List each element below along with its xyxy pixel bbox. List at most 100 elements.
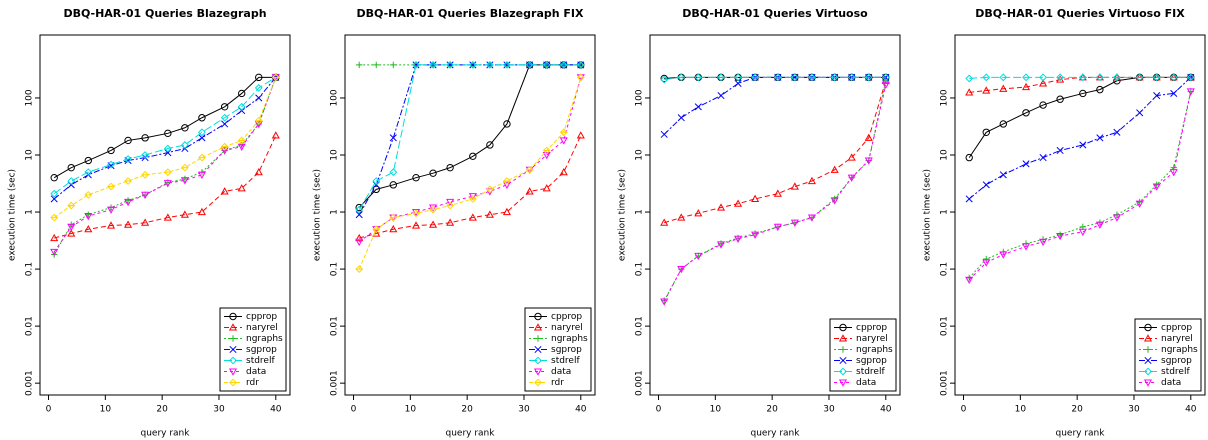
marker [181, 124, 189, 132]
marker [576, 131, 585, 139]
legend-marker [229, 356, 237, 365]
y-tick-label: 0.001 [330, 370, 340, 396]
legend-label: ngraphs [551, 334, 588, 344]
marker [429, 169, 437, 177]
marker [389, 168, 398, 177]
marker [1079, 141, 1087, 149]
marker [429, 220, 438, 228]
legend-label: sgprop [856, 356, 887, 366]
marker [237, 184, 246, 192]
y-tick-label: 0.01 [635, 316, 645, 336]
marker [429, 205, 437, 214]
series-line [53, 76, 277, 195]
marker [864, 73, 873, 82]
marker [983, 255, 990, 263]
legend-marker [229, 345, 237, 354]
legend-label: cpprop [856, 323, 887, 333]
marker [355, 238, 364, 247]
marker [790, 219, 799, 227]
legend-marker [534, 335, 542, 342]
legend-label: cpprop [1161, 323, 1192, 333]
marker [502, 207, 511, 216]
marker [84, 213, 93, 221]
marker [1186, 73, 1195, 82]
marker [1039, 79, 1048, 87]
marker [808, 73, 816, 82]
series-line [53, 76, 276, 179]
marker [734, 79, 742, 87]
marker [773, 189, 782, 197]
y-axis-label: execution time (sec) [618, 169, 628, 261]
marker [485, 210, 494, 218]
marker [502, 181, 511, 190]
marker [1113, 73, 1121, 82]
marker [847, 174, 856, 182]
marker [1039, 73, 1047, 82]
marker [864, 133, 873, 141]
marker [982, 86, 991, 94]
marker [677, 213, 686, 221]
y-tick-label: 1 [330, 209, 340, 215]
y-tick-label: 0.001 [25, 370, 35, 396]
marker [999, 84, 1008, 92]
marker [67, 201, 76, 210]
marker [141, 170, 150, 179]
marker [1136, 109, 1144, 117]
marker [373, 61, 380, 69]
series-line [664, 80, 887, 224]
marker [180, 210, 189, 218]
marker [180, 141, 189, 149]
y-axis-label: execution time (sec) [923, 169, 933, 261]
marker [1187, 73, 1195, 81]
marker [163, 168, 172, 177]
marker [372, 185, 380, 194]
series-line [664, 76, 886, 81]
marker [107, 160, 115, 169]
marker [1022, 109, 1030, 117]
legend-label: sgprop [1161, 356, 1192, 366]
marker [429, 60, 437, 69]
marker [237, 136, 246, 145]
legend-marker [534, 356, 542, 365]
marker [1095, 73, 1104, 82]
marker [864, 157, 873, 165]
marker [1056, 146, 1064, 155]
marker [830, 197, 839, 205]
marker [694, 209, 703, 217]
marker [372, 177, 381, 185]
marker [163, 180, 172, 188]
y-tick-label: 10 [25, 149, 35, 161]
marker [469, 61, 477, 69]
legend-marker [839, 356, 847, 365]
legend-marker [228, 368, 238, 376]
marker [141, 151, 150, 159]
legend-marker [534, 345, 542, 354]
y-tick-label: 10 [330, 149, 340, 161]
marker [716, 241, 726, 249]
marker [717, 73, 725, 82]
y-tick-label: 10 [635, 149, 645, 161]
marker [163, 144, 172, 153]
legend-label: data [856, 378, 876, 388]
x-tick-label: 40 [1185, 405, 1197, 415]
marker [1079, 89, 1087, 98]
marker [1078, 228, 1087, 237]
marker [965, 88, 974, 96]
legend-box [219, 307, 287, 392]
legend-label: cpprop [246, 312, 277, 322]
y-tick-label: 0.01 [330, 316, 340, 336]
y-tick-label: 0.1 [25, 262, 35, 276]
marker [197, 171, 206, 180]
series-line [54, 135, 277, 239]
marker [716, 203, 726, 211]
marker [84, 224, 93, 233]
marker [468, 213, 477, 221]
marker [999, 73, 1008, 82]
marker [982, 73, 991, 82]
series-line [359, 135, 582, 239]
marker [141, 191, 150, 200]
marker [1039, 154, 1047, 162]
marker [355, 233, 364, 242]
marker [412, 173, 420, 182]
marker [412, 209, 420, 218]
